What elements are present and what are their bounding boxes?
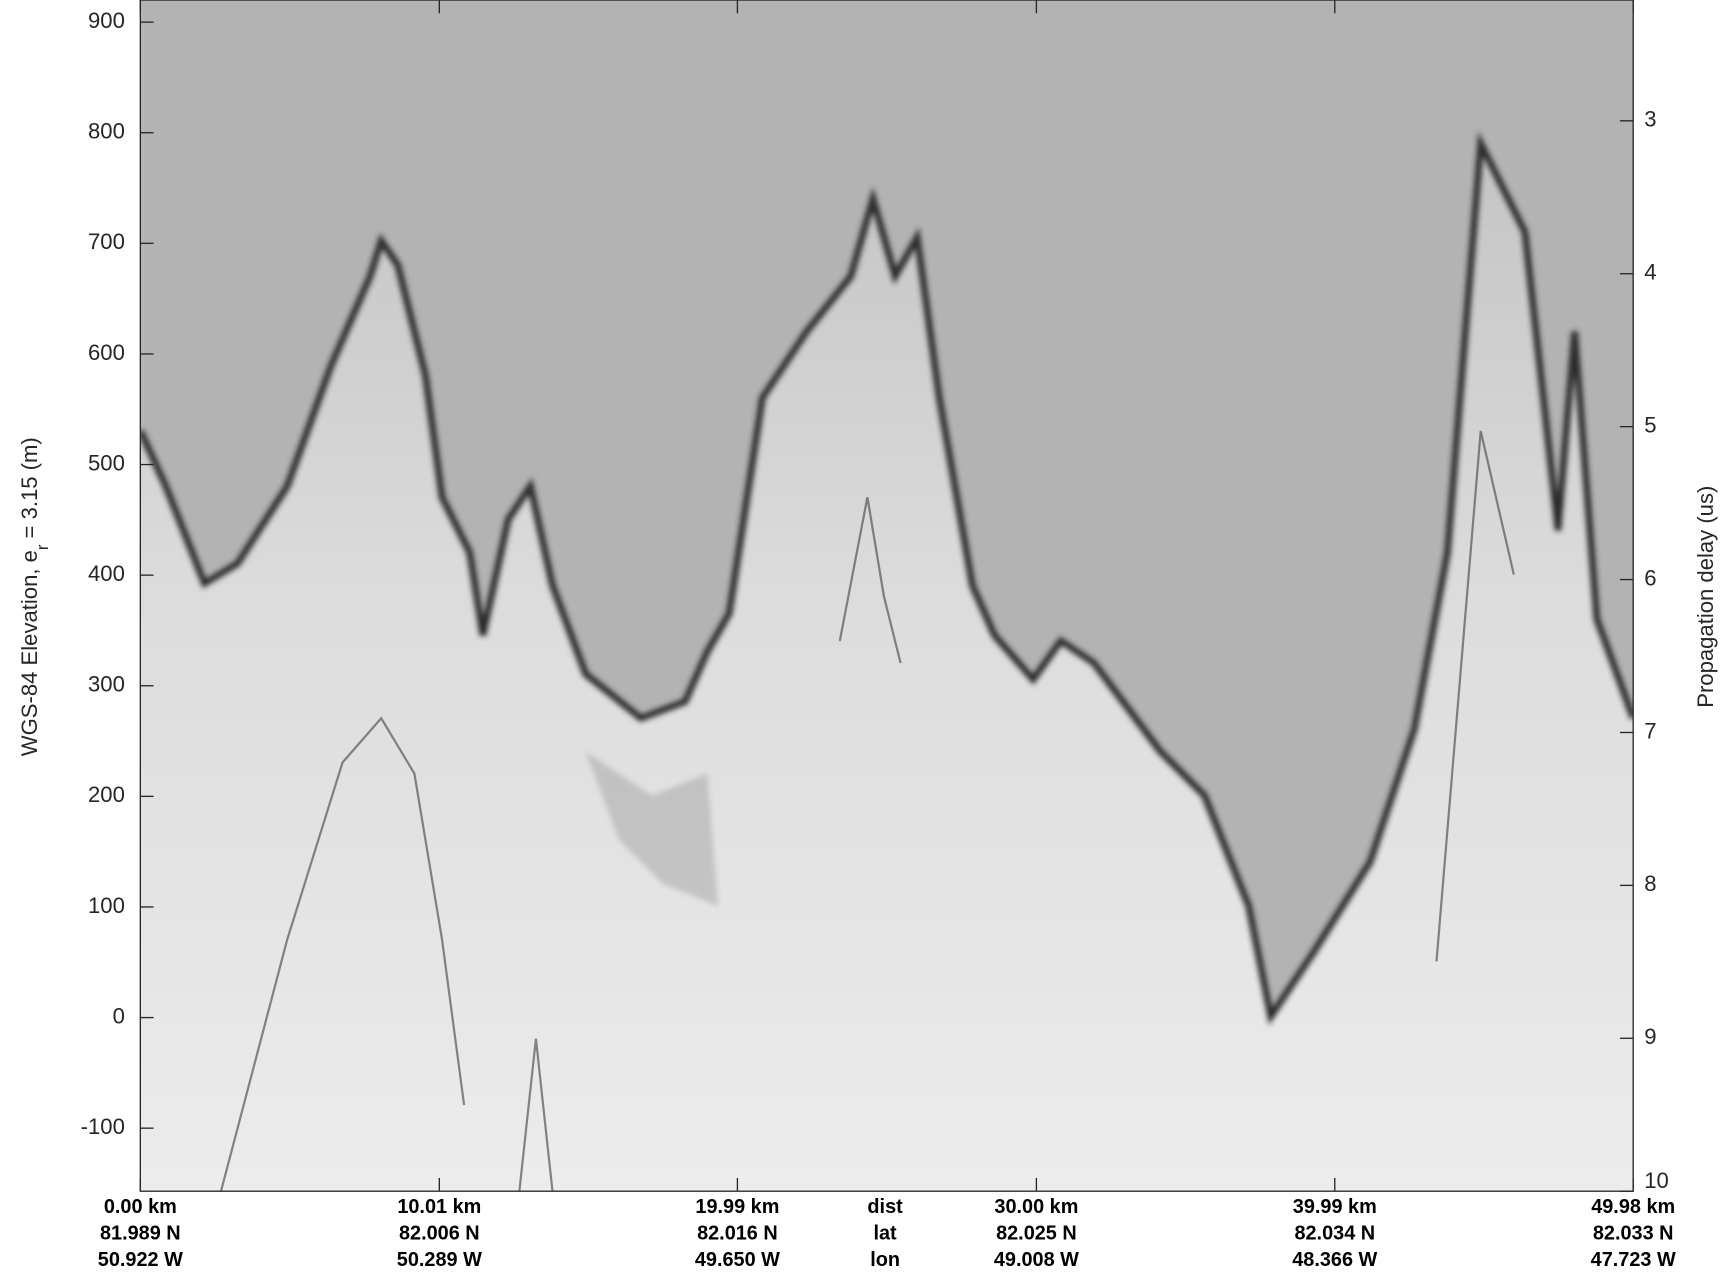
row-label: lon (870, 1249, 900, 1271)
y2-tick-label: 7 (1644, 718, 1656, 743)
echogram (140, 0, 1634, 1192)
y-tick-label: 800 (88, 119, 125, 144)
x-tick-lat: 82.033 N (1593, 1223, 1674, 1245)
y-tick-label: 900 (88, 8, 125, 33)
x-tick-lat: 82.016 N (697, 1223, 778, 1245)
x-tick-label: 0.00 km (104, 1196, 177, 1218)
y-tick-label: 100 (88, 893, 125, 918)
x-tick-lat: 82.034 N (1294, 1223, 1375, 1245)
y-label-tail: = 3.15 (m) (17, 437, 42, 544)
y2-axis-label: Propagation delay (us) (1693, 486, 1718, 708)
y2-tick-label: 9 (1644, 1024, 1656, 1049)
air (140, 0, 1634, 1017)
y2-tick-label: 6 (1644, 565, 1656, 590)
x-tick-label: 30.00 km (994, 1196, 1078, 1218)
x-tick-lon: 48.366 W (1292, 1249, 1377, 1271)
x-tick-lon: 50.922 W (98, 1249, 183, 1271)
y-tick-label: 500 (88, 450, 125, 475)
y2-tick-label: 5 (1644, 412, 1656, 437)
y-tick-label: 700 (88, 229, 125, 254)
y-tick-label: -100 (81, 1114, 125, 1139)
y-tick-label: 400 (88, 561, 125, 586)
y-tick-label: 300 (88, 672, 125, 697)
y2-tick-label: 4 (1644, 260, 1656, 285)
x-tick-lat: 82.025 N (996, 1223, 1077, 1245)
plot-frame (139, 0, 1634, 1192)
x-tick-lon: 47.723 W (1591, 1249, 1676, 1271)
x-tick-label: 19.99 km (695, 1196, 779, 1218)
bed-shadow (585, 751, 719, 907)
internal-layer (219, 430, 1515, 1192)
x-tick-lon: 49.650 W (695, 1249, 780, 1271)
row-label: dist (867, 1196, 903, 1218)
surface-echo (140, 131, 1634, 1026)
x-tick-lat: 82.006 N (399, 1223, 480, 1245)
x-tick-lat: 81.989 N (100, 1223, 181, 1245)
y-label-main: WGS-84 Elevation, e (17, 550, 42, 756)
x-tick-lon: 49.008 W (994, 1249, 1079, 1271)
y2-tick-label: 8 (1644, 871, 1656, 896)
x-tick-label: 10.01 km (397, 1196, 481, 1218)
y-tick-label: 600 (88, 340, 125, 365)
y-tick-label: 0 (113, 1003, 125, 1028)
y2-tick-label: 3 (1644, 107, 1656, 132)
x-tick-lon: 50.289 W (397, 1249, 482, 1271)
row-label: lat (873, 1223, 897, 1245)
x-tick-label: 39.99 km (1293, 1196, 1377, 1218)
x-tick-label: 49.98 km (1591, 1196, 1675, 1218)
y-axis-label: WGS-84 Elevation, er = 3.15 (m) (17, 437, 53, 756)
y-label-sub: r (34, 544, 53, 550)
y-tick-label: 200 (88, 782, 125, 807)
y2-tick-label: 10 (1644, 1168, 1669, 1193)
